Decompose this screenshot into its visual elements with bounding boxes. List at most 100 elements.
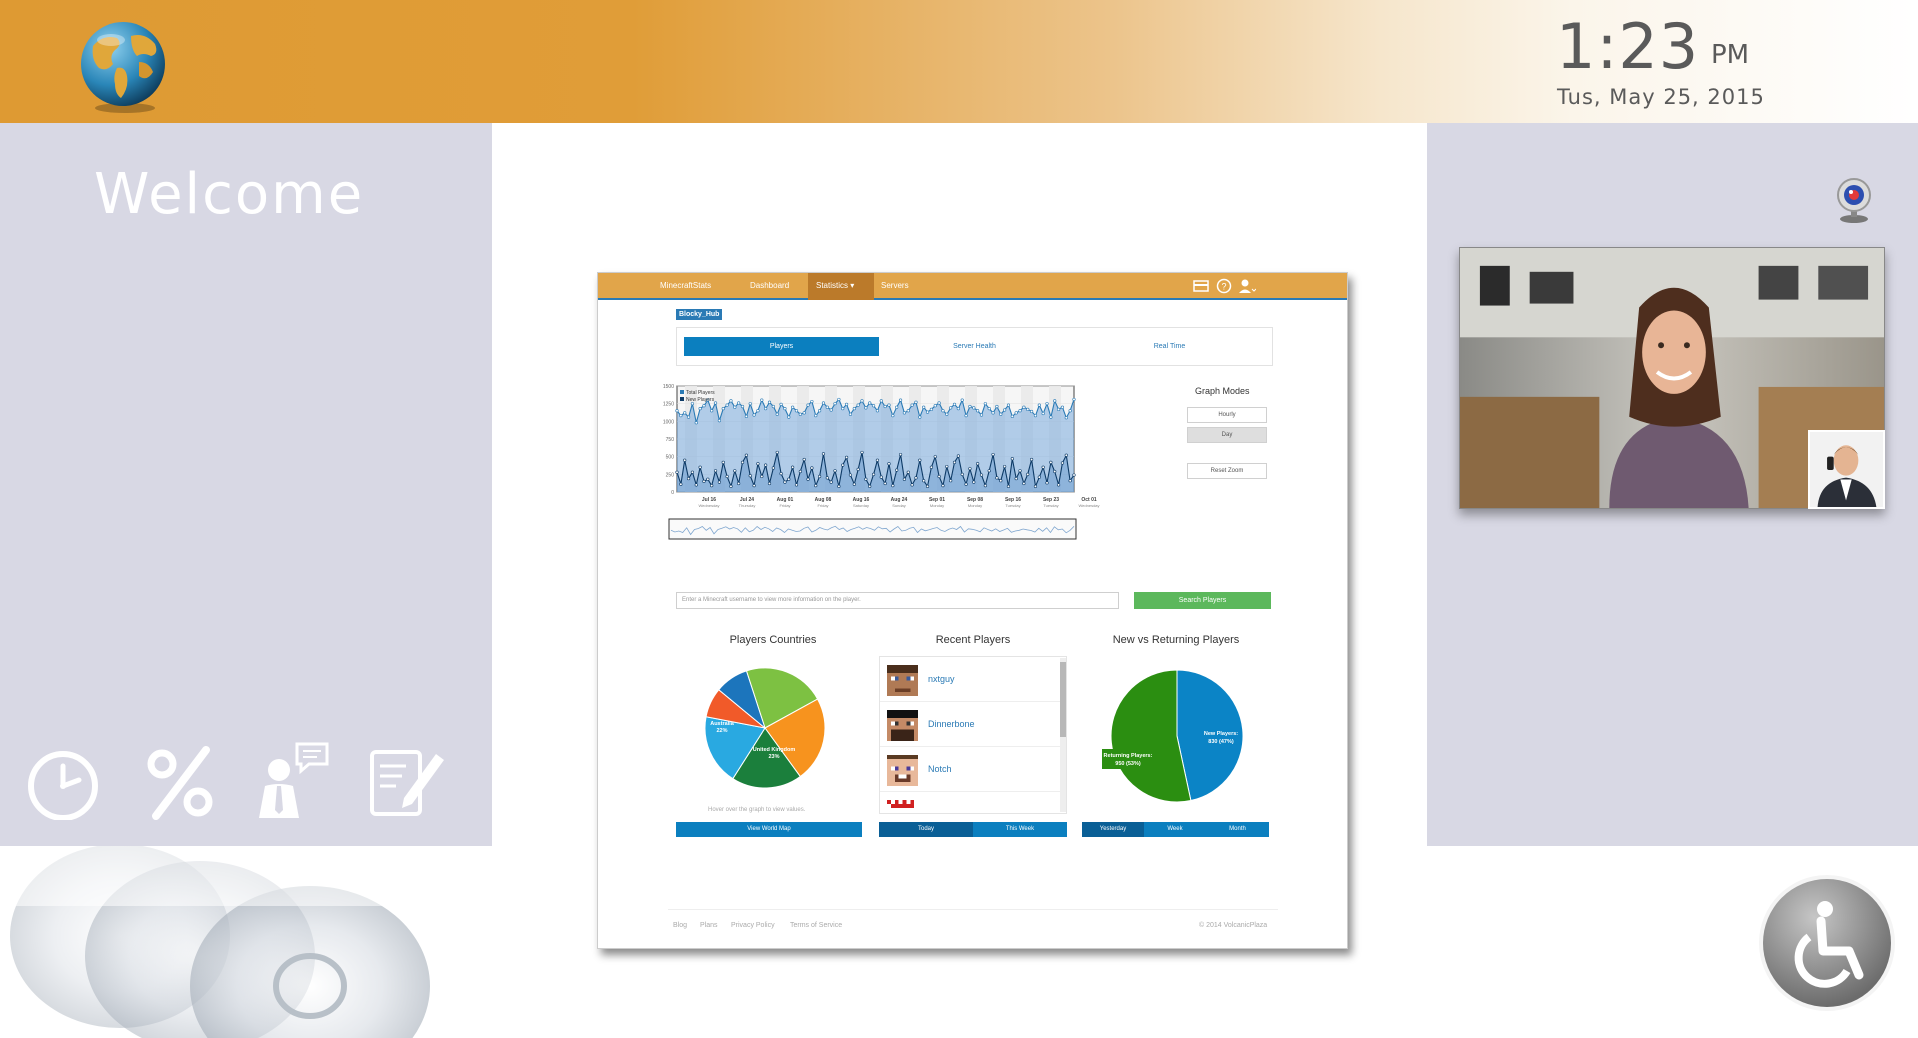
data-point	[821, 452, 826, 456]
data-point	[756, 462, 760, 466]
player-row[interactable]: ...	[880, 792, 1066, 814]
data-point	[895, 405, 899, 409]
wheelchair-icon[interactable]	[1757, 873, 1897, 1013]
player-name[interactable]: ...	[928, 809, 936, 814]
self-view-pip[interactable]	[1808, 430, 1885, 509]
data-point	[721, 460, 725, 464]
x-tick-day: Monday	[930, 503, 944, 508]
data-point	[852, 482, 856, 486]
data-point	[675, 470, 679, 474]
x-tick-day: Friday	[779, 503, 790, 508]
tab-players[interactable]: Players	[684, 337, 879, 356]
footer-link-plans[interactable]: Plans	[700, 922, 718, 929]
data-point	[791, 465, 795, 469]
data-point	[864, 477, 868, 481]
data-point	[1072, 397, 1076, 402]
tab-server-health[interactable]: Server Health	[953, 343, 996, 350]
data-point	[686, 415, 691, 419]
new-vs-returning-pie-chart[interactable]: New Players: 830 (47%) Returning Players: 9…	[1094, 653, 1260, 819]
edit-document-icon[interactable]	[366, 740, 446, 820]
card-icon[interactable]	[1193, 279, 1209, 293]
data-point	[756, 409, 760, 413]
player-search-input[interactable]: Enter a Minecraft username to view more …	[676, 592, 1119, 609]
data-point	[729, 399, 733, 403]
footer-link-blog[interactable]: Blog	[673, 922, 688, 929]
mode-day-button[interactable]: Day	[1187, 427, 1267, 443]
clock-icon[interactable]	[25, 740, 105, 820]
x-tick-day: Tuesday	[1005, 503, 1020, 508]
footer-link-privacy[interactable]: Privacy Policy	[731, 922, 775, 929]
data-point	[794, 483, 799, 487]
data-point	[1056, 483, 1061, 487]
data-point	[725, 474, 729, 479]
data-point	[1045, 402, 1049, 406]
range-month-button[interactable]: Month	[1206, 822, 1269, 837]
search-players-button[interactable]: Search Players	[1134, 592, 1271, 609]
data-point	[737, 481, 741, 486]
nav-dashboard[interactable]: Dashboard	[750, 281, 790, 290]
pie-slice	[732, 727, 801, 789]
server-tag[interactable]: Blocky_Hub	[676, 309, 723, 320]
reset-zoom-button[interactable]: Reset Zoom	[1187, 463, 1267, 479]
data-point	[837, 484, 841, 488]
percent-icon[interactable]	[142, 740, 222, 820]
data-point	[1014, 411, 1018, 415]
data-point	[1006, 484, 1011, 488]
presenter-chat-icon[interactable]	[251, 740, 331, 820]
data-point	[1068, 479, 1072, 483]
data-point	[848, 473, 853, 477]
nav-servers[interactable]: Servers	[881, 281, 909, 290]
data-point	[798, 412, 802, 416]
data-point	[764, 407, 768, 411]
x-tick-day: Thursday	[739, 503, 756, 508]
nav-statistics[interactable]: Statistics ▾	[816, 281, 855, 290]
data-point	[1003, 408, 1007, 412]
new-vs-returning-title: New vs Returning Players	[1112, 634, 1240, 646]
footer-link-terms[interactable]: Terms of Service	[790, 922, 843, 929]
view-world-map-button[interactable]: View World Map	[676, 822, 862, 837]
data-point	[1014, 476, 1018, 481]
data-point	[794, 409, 799, 413]
data-point	[972, 406, 976, 410]
player-name[interactable]: Notch	[928, 764, 952, 774]
data-point	[925, 410, 930, 414]
data-point	[713, 469, 718, 473]
user-icon[interactable]	[1238, 278, 1256, 294]
data-point	[744, 414, 748, 418]
data-point	[841, 407, 845, 411]
data-point	[783, 407, 787, 411]
help-icon[interactable]: ?	[1216, 278, 1232, 294]
players-scrollbar[interactable]	[1060, 658, 1066, 812]
data-point	[871, 472, 876, 476]
player-name[interactable]: nxtguy	[928, 674, 955, 684]
player-row[interactable]: Notch	[880, 747, 1066, 792]
data-point	[844, 455, 849, 459]
data-point	[767, 481, 772, 486]
nav-brand[interactable]: MinecraftStats	[660, 281, 712, 290]
webcam-icon[interactable]	[1834, 177, 1874, 225]
data-point	[710, 484, 714, 488]
range-yesterday-button[interactable]: Yesterday	[1082, 822, 1144, 837]
legend-swatch	[680, 397, 684, 401]
recent-this-week-button[interactable]: This Week	[973, 822, 1067, 837]
data-point	[725, 403, 729, 407]
data-point	[1053, 469, 1057, 474]
data-point	[733, 469, 737, 473]
range-week-button[interactable]: Week	[1144, 822, 1206, 837]
data-point	[1049, 415, 1053, 419]
data-point	[987, 469, 991, 473]
tab-real-time[interactable]: Real Time	[1153, 343, 1186, 350]
scrollbar-thumb[interactable]	[1060, 662, 1066, 737]
globe-icon[interactable]	[73, 16, 173, 116]
player-name[interactable]: Dinnerbone	[928, 719, 975, 729]
mode-hourly-button[interactable]: Hourly	[1187, 407, 1267, 423]
player-row[interactable]: nxtguy	[880, 657, 1066, 702]
data-point	[702, 479, 706, 483]
data-point	[856, 467, 860, 471]
recent-today-button[interactable]: Today	[879, 822, 973, 837]
data-point	[999, 412, 1003, 416]
player-row[interactable]: Dinnerbone	[880, 702, 1066, 747]
x-tick-label: Aug 01	[777, 497, 794, 503]
